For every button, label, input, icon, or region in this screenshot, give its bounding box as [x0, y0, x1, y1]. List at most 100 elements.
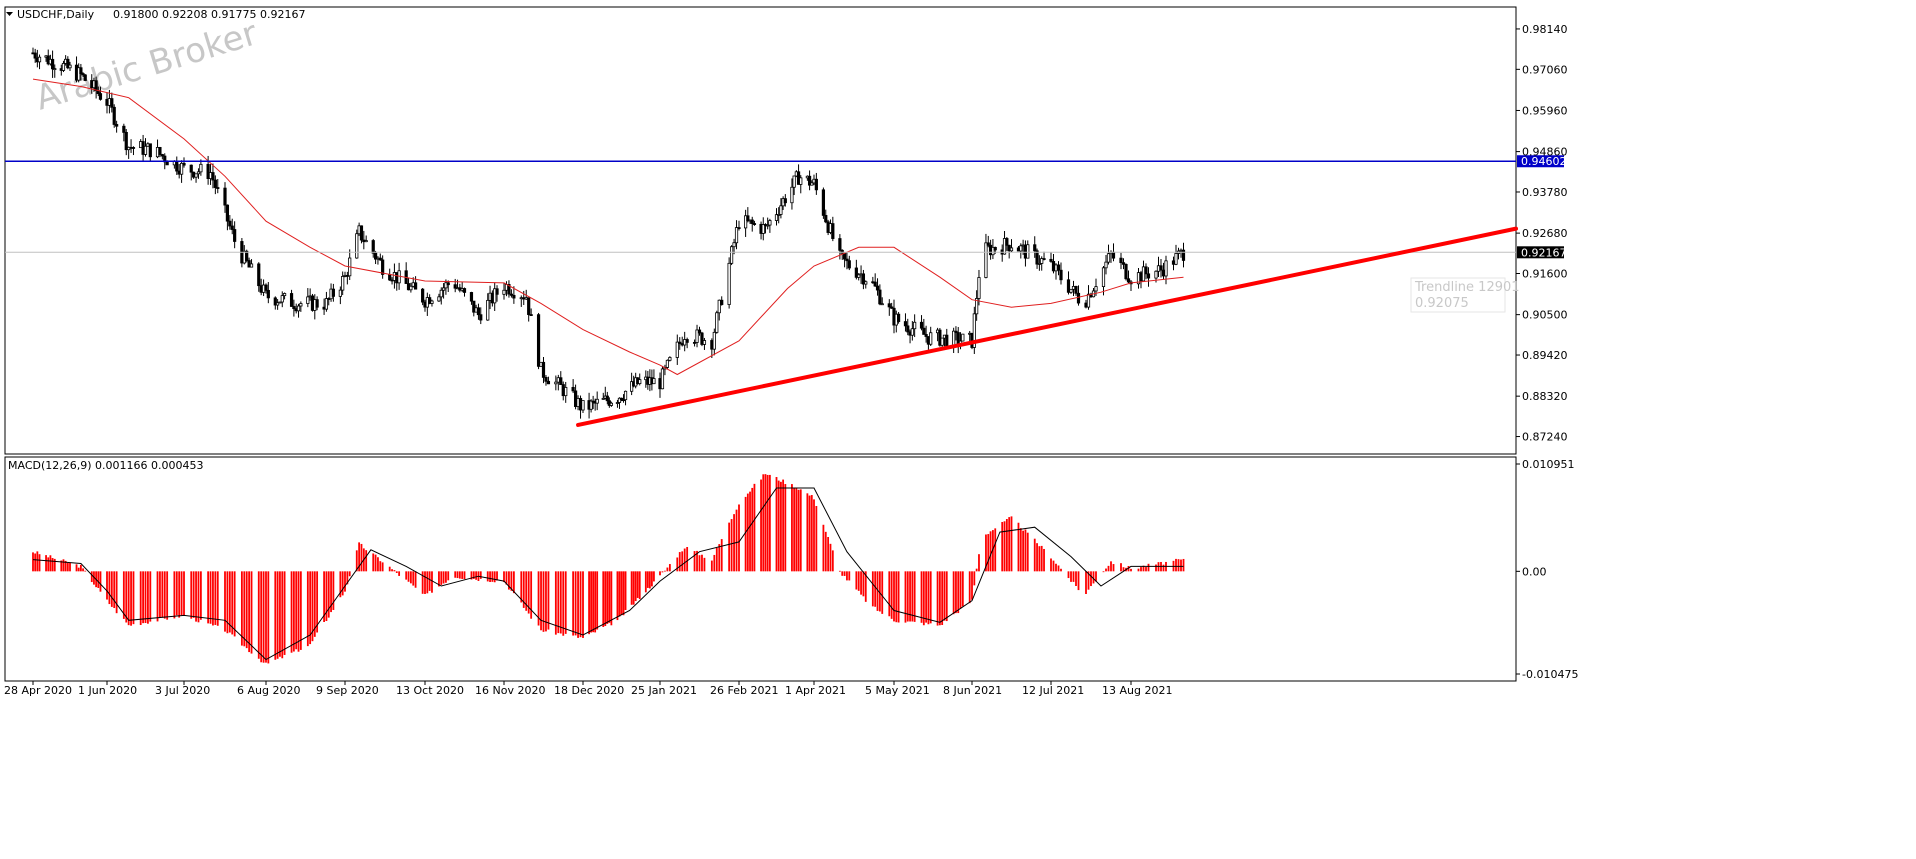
- macd-bar: [766, 474, 769, 572]
- macd-bar: [925, 571, 928, 623]
- candle: [919, 315, 924, 331]
- candle: [910, 321, 914, 341]
- candle: [799, 175, 803, 194]
- y-tick-label: 0.91600: [1522, 268, 1568, 281]
- candle: [196, 168, 201, 179]
- candle: [924, 325, 928, 343]
- macd-bar: [32, 552, 34, 572]
- candle: [873, 273, 877, 287]
- candle: [437, 293, 441, 302]
- macd-bar: [857, 571, 860, 591]
- macd-bar: [683, 548, 686, 572]
- macd-bar: [454, 571, 457, 578]
- macd-bar: [620, 571, 623, 615]
- macd-bar: [703, 557, 706, 572]
- candle: [903, 313, 908, 332]
- macd-bar: [813, 499, 815, 572]
- candle: [53, 64, 57, 78]
- y-tick-label: 0.95960: [1522, 104, 1568, 117]
- macd-bar: [760, 479, 762, 572]
- macd-bar: [943, 571, 946, 621]
- macd-bar: [1137, 568, 1140, 572]
- candle: [529, 308, 533, 316]
- macd-bar: [542, 571, 545, 632]
- macd-bar: [395, 571, 398, 573]
- candle: [299, 301, 303, 312]
- macd-bar: [718, 544, 721, 572]
- macd-bar: [911, 571, 914, 622]
- macd-bar: [440, 571, 443, 585]
- candle: [732, 238, 736, 255]
- symbol-dropdown-icon[interactable]: [6, 12, 13, 16]
- candle: [675, 334, 679, 365]
- macd-bar: [906, 571, 909, 622]
- macd-bar: [698, 555, 701, 572]
- macd-bar: [985, 534, 987, 572]
- macd-bar: [753, 483, 756, 572]
- macd-bar: [409, 571, 412, 584]
- macd-bar: [130, 571, 132, 626]
- macd-bar: [51, 558, 54, 572]
- macd-bar: [228, 571, 231, 633]
- symbol-label[interactable]: USDCHF,Daily: [17, 8, 95, 21]
- macd-bar: [297, 571, 300, 652]
- candle: [954, 326, 958, 341]
- macd-bar: [34, 553, 37, 572]
- candle: [864, 280, 868, 289]
- macd-bar: [49, 555, 52, 572]
- candle: [880, 297, 884, 306]
- trendline[interactable]: [576, 226, 1518, 427]
- macd-bar: [503, 571, 505, 583]
- macd-bar: [1145, 567, 1147, 572]
- macd-bar: [527, 571, 530, 614]
- macd-bar: [594, 571, 597, 633]
- candle: [61, 60, 66, 73]
- macd-bar: [838, 570, 841, 572]
- candle: [546, 376, 551, 385]
- macd-bar: [797, 489, 800, 572]
- candle: [199, 159, 203, 176]
- macd-bar: [281, 571, 284, 659]
- macd-bar: [992, 530, 994, 572]
- y-tick-label: 0.87240: [1522, 431, 1568, 444]
- macd-bar: [562, 571, 565, 636]
- macd-bar: [922, 571, 925, 626]
- macd-bar: [306, 571, 309, 647]
- macd-bar: [793, 488, 796, 572]
- macd-bar: [878, 571, 881, 612]
- macd-bar: [388, 566, 391, 572]
- macd-bar: [393, 570, 396, 572]
- macd-bar: [1026, 532, 1029, 572]
- macd-bar: [332, 571, 335, 610]
- candle: [1042, 251, 1046, 261]
- macd-bar: [122, 571, 125, 619]
- macd-bar: [47, 557, 50, 572]
- macd-bar: [1182, 558, 1185, 572]
- candle: [493, 282, 497, 311]
- candle: [1059, 262, 1063, 285]
- candle: [257, 262, 261, 292]
- x-tick-label: 3 Jul 2020: [155, 684, 210, 697]
- macd-bar: [1055, 563, 1057, 572]
- macd-bar: [64, 560, 67, 572]
- candle: [554, 375, 558, 391]
- macd-bar: [69, 562, 71, 572]
- macd-bar: [313, 571, 316, 637]
- candle: [364, 235, 368, 243]
- macd-signal-line: [32, 487, 1184, 661]
- macd-bar: [192, 571, 195, 618]
- candle: [1074, 285, 1078, 296]
- macd-bar: [77, 567, 80, 572]
- candle: [213, 175, 217, 195]
- candle: [355, 229, 359, 259]
- macd-bar: [110, 571, 113, 607]
- macd-bar: [994, 528, 997, 572]
- macd-bar: [470, 571, 473, 580]
- macd-bar: [1162, 564, 1165, 572]
- macd-bar: [810, 495, 813, 572]
- macd-bar: [909, 571, 911, 622]
- macd-bar: [183, 571, 185, 616]
- candle: [685, 337, 689, 349]
- macd-bar: [279, 571, 281, 657]
